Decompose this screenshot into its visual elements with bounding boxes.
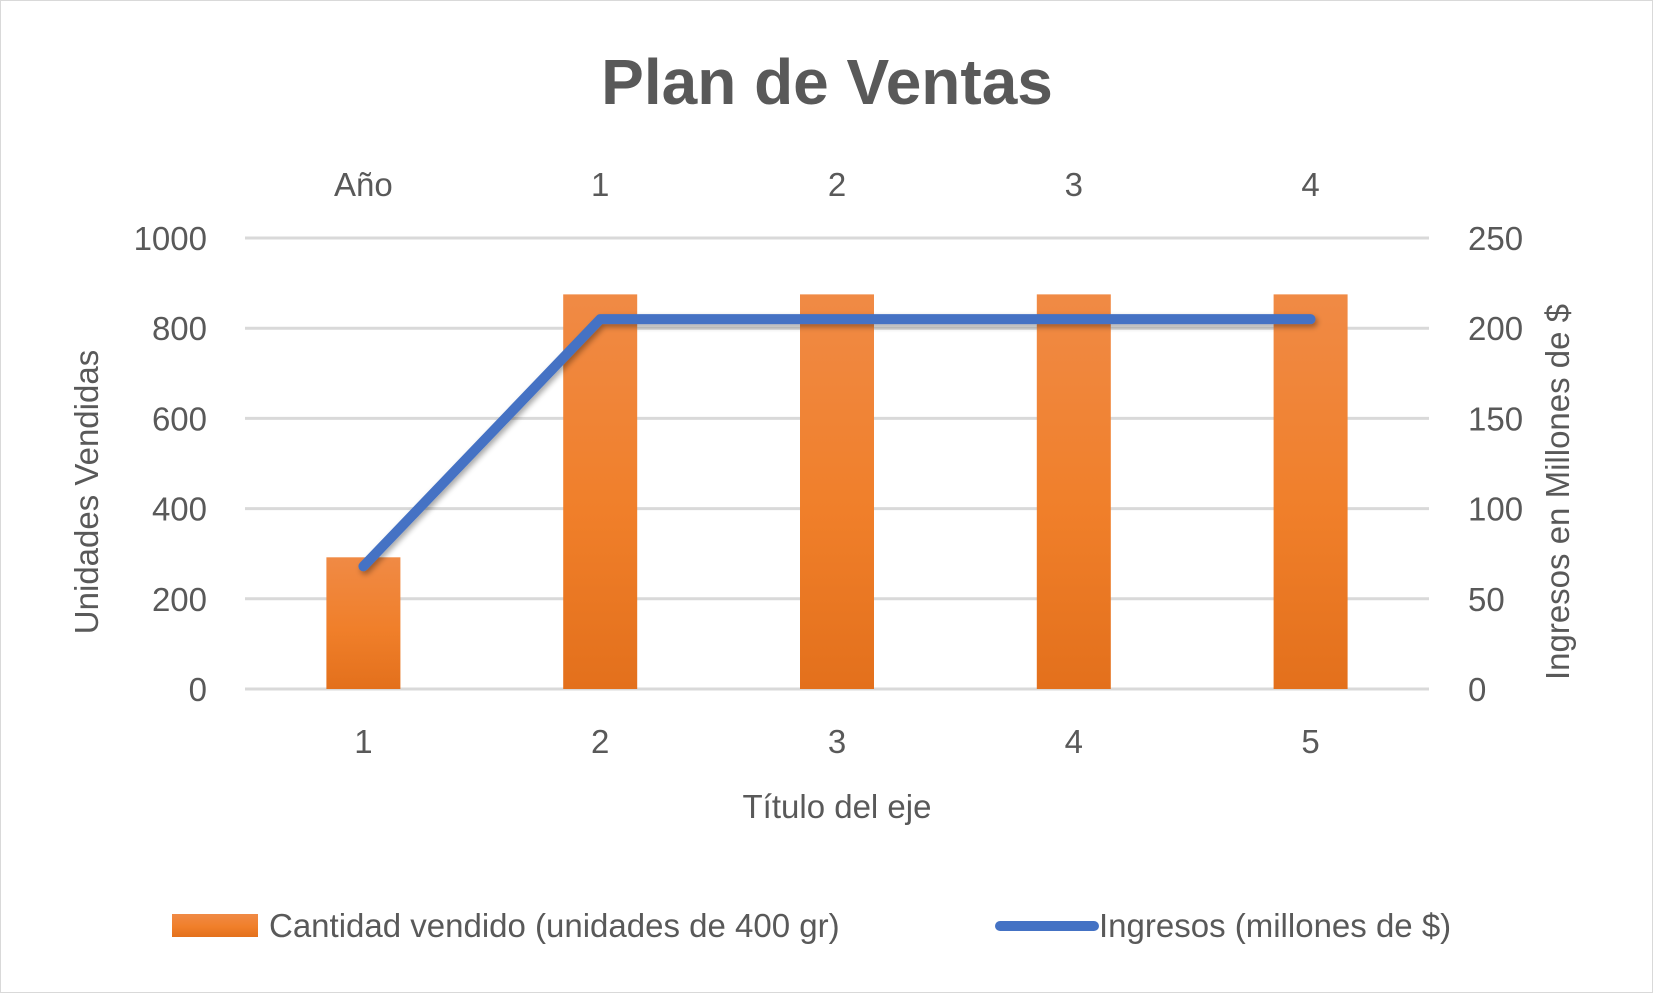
y2-axis-title: Ingresos en Millones de $ [1539,304,1576,680]
top-category-label: 3 [1065,166,1083,203]
bar [563,294,637,689]
y-tick-label: 800 [152,310,207,347]
chart-title: Plan de Ventas [601,46,1053,118]
x-category-label: 4 [1065,723,1083,760]
x-axis-title: Título del eje [743,788,932,825]
bar [800,294,874,689]
top-category-label: 4 [1301,166,1319,203]
x-category-label: 3 [828,723,846,760]
y2-tick-label: 0 [1468,671,1486,708]
y2-axis-ticks: 0 50 100 150 200 250 [1468,220,1523,708]
y-tick-label: 200 [152,581,207,618]
y-tick-label: 400 [152,491,207,528]
legend: Cantidad vendido (unidades de 400 gr) In… [172,907,1451,944]
bar [1274,294,1348,689]
x-category-label: 2 [591,723,609,760]
y2-tick-label: 50 [1468,581,1505,618]
bar-series [326,294,1347,689]
y2-tick-label: 200 [1468,310,1523,347]
top-category-label: 2 [828,166,846,203]
y-axis-ticks: 0 200 400 600 800 1000 [134,220,207,708]
y-tick-label: 1000 [134,220,207,257]
bar [1037,294,1111,689]
top-category-label: Año [334,166,393,203]
top-category-label: 1 [591,166,609,203]
y-tick-label: 600 [152,400,207,437]
x-category-label: 1 [354,723,372,760]
y-tick-label: 0 [189,671,207,708]
y2-tick-label: 250 [1468,220,1523,257]
x-axis-ticks: 1 2 3 4 5 [354,723,1320,760]
x-category-label: 5 [1301,723,1319,760]
y-axis-title: Unidades Vendidas [68,350,105,634]
y2-tick-label: 100 [1468,491,1523,528]
bar [326,557,400,689]
y2-tick-label: 150 [1468,400,1523,437]
legend-label-bars: Cantidad vendido (unidades de 400 gr) [269,907,840,944]
top-axis-ticks: Año 1 2 3 4 [334,166,1320,203]
legend-swatch-bars [172,914,258,937]
legend-label-line: Ingresos (millones de $) [1099,907,1451,944]
